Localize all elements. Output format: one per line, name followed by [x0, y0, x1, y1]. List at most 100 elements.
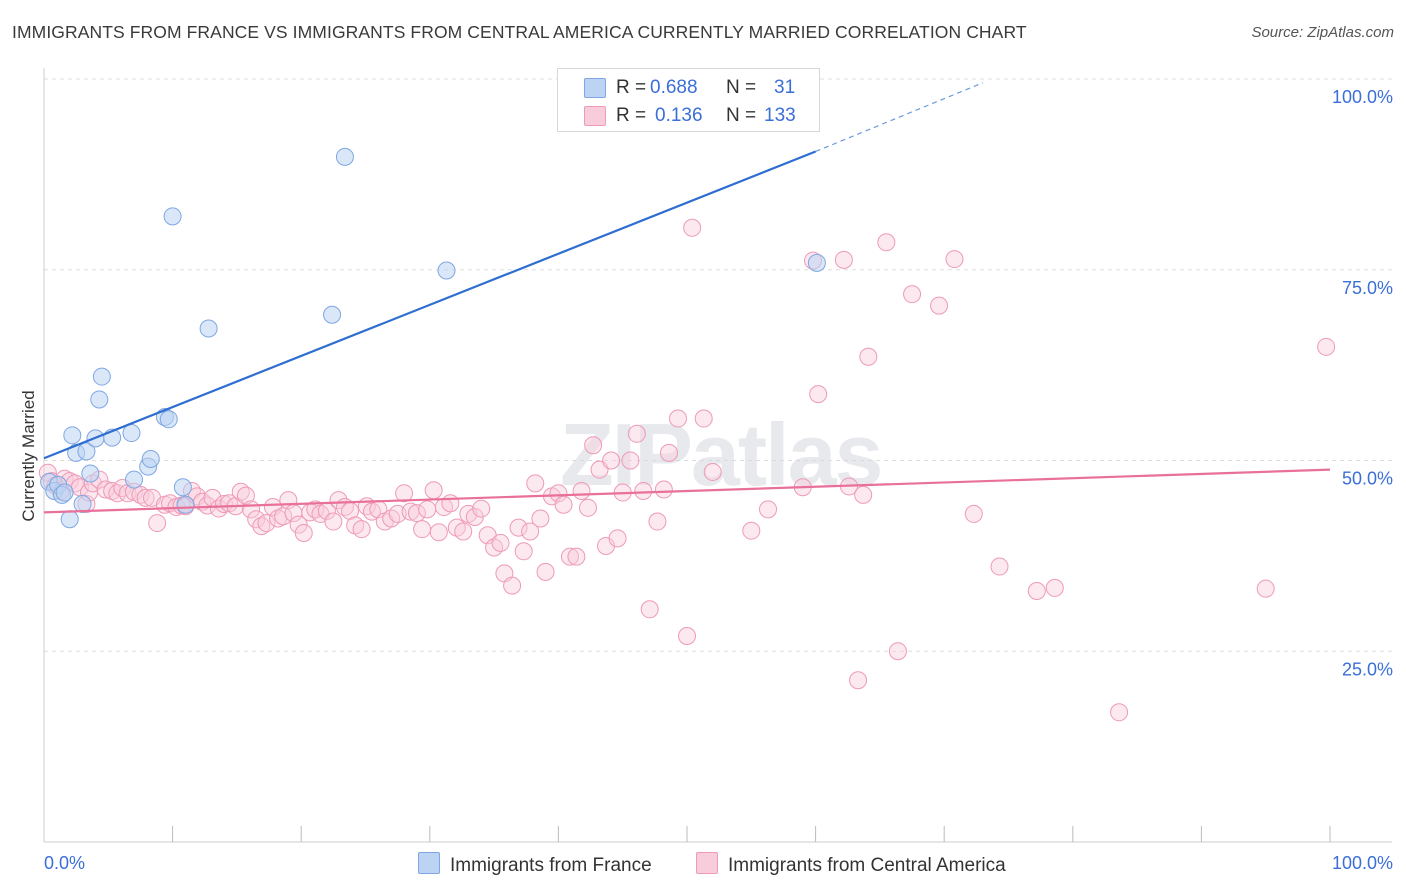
source-label: Source: ZipAtlas.com [1251, 24, 1394, 41]
central-america-point [485, 538, 504, 557]
central-america-point [683, 218, 702, 237]
france-point [163, 207, 182, 226]
france-point [335, 147, 354, 166]
legend-n-label: N = [726, 77, 757, 98]
y-axis-label: Currently Married [19, 390, 38, 521]
legend-row-france: R = 0.688 N = 31 [558, 73, 819, 101]
france-point [323, 305, 342, 324]
central-america-point [257, 514, 276, 533]
central-america-point [584, 436, 603, 455]
france-point [141, 449, 160, 468]
central-america-point [854, 485, 873, 504]
central-america-point [648, 512, 667, 531]
central-america-point [578, 498, 597, 517]
central-america-point [621, 451, 640, 470]
central-america-point [131, 485, 150, 504]
france-point [122, 424, 141, 443]
france-point [159, 410, 178, 429]
france-point [73, 494, 92, 513]
bottom-legend-france: Immigrants from France [418, 852, 652, 876]
y-tick-label: 75.0% [1342, 278, 1393, 298]
central-america-point [294, 523, 313, 542]
central-america-point [424, 481, 443, 500]
central-america-point [849, 671, 868, 690]
france-point [81, 464, 100, 483]
central-america-point [536, 562, 555, 581]
central-america-point [526, 474, 545, 493]
central-america-point [1110, 703, 1129, 722]
central-america-point [678, 626, 696, 645]
central-america-point [1045, 578, 1064, 597]
central-america-point [572, 482, 591, 501]
central-america-point [567, 547, 586, 566]
central-america-point [549, 484, 568, 503]
central-america-point [964, 504, 983, 523]
legend-r-label: R = [616, 77, 647, 98]
france-point [63, 426, 82, 445]
central-america-point [395, 484, 414, 503]
central-america-point [413, 520, 432, 539]
central-america-point [454, 522, 473, 541]
central-america-point [418, 500, 437, 519]
france-point [437, 261, 456, 280]
central-america-point [329, 491, 348, 510]
france-point [60, 510, 79, 529]
central-america-point [274, 507, 293, 526]
france-trend-line [43, 150, 817, 460]
central-america-point [148, 514, 167, 533]
legend-r-label: R = [616, 105, 647, 126]
france-point [92, 367, 111, 386]
france-point [176, 495, 195, 514]
central-america-point [759, 500, 778, 519]
central-america-point [694, 409, 713, 428]
trend-layer [43, 82, 1331, 514]
france-point [90, 390, 109, 409]
central-america-point [554, 495, 573, 514]
central-america-point [703, 462, 722, 481]
grid-layer [44, 78, 1392, 652]
central-america-point [491, 533, 510, 552]
y-tick-label: 100.0% [1332, 87, 1393, 107]
central-america-point [509, 518, 528, 537]
central-america-point [834, 250, 853, 269]
central-america-point [1256, 579, 1275, 598]
x-tick-label: 100.0% [1332, 853, 1393, 873]
central-america-point [888, 642, 907, 661]
france-trend-extension [815, 82, 984, 153]
correlation-legend: R = 0.688 N = 31 R = 0.136 N = 133 [557, 68, 820, 132]
central-america-point [945, 250, 964, 269]
axis-layer [43, 68, 1392, 843]
central-america-point [252, 517, 271, 536]
legend-n-label: N = [726, 105, 757, 126]
central-america-point [659, 443, 678, 462]
central-america-point [352, 520, 371, 539]
france-point [125, 470, 144, 489]
legend-row-central-america: R = 0.136 N = 133 [558, 101, 819, 129]
central-america-point [136, 488, 155, 507]
france-swatch [584, 78, 606, 98]
central-america-point [263, 498, 282, 517]
france-point [173, 478, 192, 497]
central-america-point [215, 494, 234, 513]
france-swatch [418, 852, 440, 874]
central-america-point [289, 515, 308, 534]
central-america-point [809, 385, 828, 404]
central-america-point [1317, 337, 1336, 356]
x-tick-label: 0.0% [44, 853, 85, 873]
france-point [199, 319, 218, 338]
legend-central-america-n: 133 [764, 105, 796, 126]
legend-france-r: 0.688 [650, 77, 698, 98]
france-point [55, 483, 74, 502]
central-america-point [903, 285, 922, 304]
chart-title: IMMIGRANTS FROM FRANCE VS IMMIGRANTS FRO… [12, 22, 1027, 42]
central-america-point [640, 600, 659, 619]
central-america-trend-line [43, 468, 1331, 514]
central-america-point [382, 509, 401, 528]
legend-france-label: Immigrants from France [450, 855, 652, 876]
y-tick-label: 25.0% [1342, 659, 1393, 679]
central-america-swatch [584, 106, 606, 126]
central-america-point [324, 512, 343, 531]
central-america-point [531, 509, 550, 528]
france-point [77, 442, 96, 461]
